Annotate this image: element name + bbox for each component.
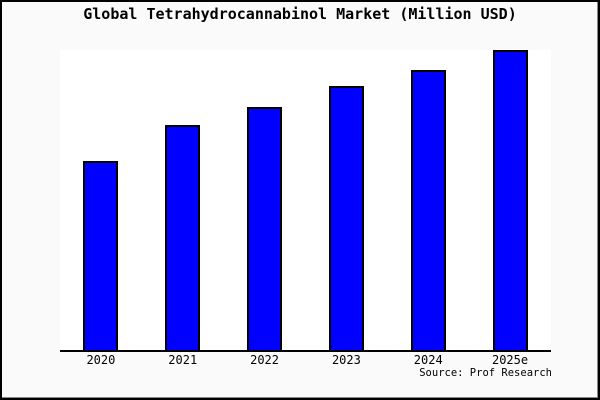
- bar-slot-2022: [224, 50, 306, 350]
- x-tick-label-2020: 2020: [86, 353, 116, 367]
- x-tick-label-2024: 2024: [413, 353, 443, 367]
- bars-container: [60, 50, 551, 350]
- plot-area: [60, 50, 551, 352]
- x-axis-tick-labels: 2020 2021 2022 2023 2024 2025e: [60, 352, 551, 368]
- bar-2025e: [492, 50, 528, 350]
- bar-slot-2025e: [469, 50, 551, 350]
- bar-2024: [410, 69, 446, 350]
- bar-slot-2020: [60, 50, 142, 350]
- bar-2021: [165, 125, 201, 350]
- source-credit: Source: Prof Research: [419, 367, 552, 379]
- x-tick-label-2025e: 2025e: [491, 353, 529, 367]
- bar-slot-2021: [142, 50, 224, 350]
- chart-title: Global Tetrahydrocannabinol Market (Mill…: [83, 5, 517, 23]
- x-tick-label-2022: 2022: [250, 353, 280, 367]
- x-tick-label-2021: 2021: [168, 353, 198, 367]
- bar-slot-2024: [387, 50, 469, 350]
- bar-2022: [247, 107, 283, 350]
- bar-slot-2023: [305, 50, 387, 350]
- bar-2020: [83, 161, 119, 350]
- bar-2023: [328, 86, 364, 350]
- x-tick-label-2023: 2023: [331, 353, 361, 367]
